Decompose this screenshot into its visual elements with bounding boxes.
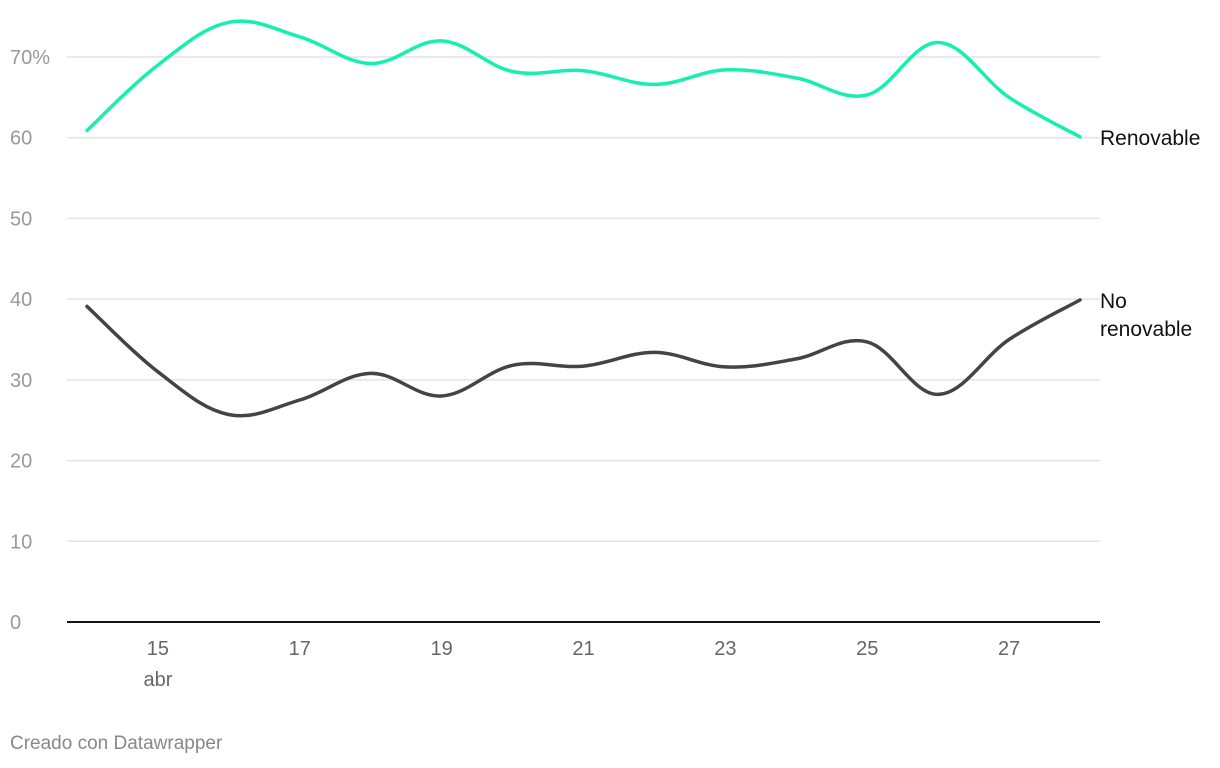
- x-axis-ticks: 15 abr 17 19 21 23 25 27: [143, 638, 1020, 691]
- series-labels: Renovable No renovable: [1100, 127, 1200, 341]
- x-tick-label: 15: [147, 638, 169, 660]
- x-tick-label: 27: [998, 638, 1020, 660]
- series-lines: [85, 19, 1082, 418]
- y-tick-label: 10: [10, 531, 32, 553]
- y-tick-label: 40: [10, 289, 32, 311]
- x-tick-label: 17: [289, 638, 311, 660]
- credit-text: Creado con Datawrapper: [10, 733, 223, 754]
- y-tick-label: 60: [10, 128, 32, 150]
- y-tick-label: 30: [10, 370, 32, 392]
- series-line-0: [85, 19, 1082, 139]
- gridlines: [67, 56, 1100, 623]
- x-tick-label: 19: [431, 638, 453, 660]
- y-tick-label: 0: [10, 612, 21, 634]
- y-axis-ticks: 0 10 20 30 40 50 60 70%: [10, 47, 50, 634]
- series-label: renovable: [1100, 318, 1192, 341]
- y-tick-label: 50: [10, 208, 32, 230]
- series-label: No: [1100, 290, 1127, 313]
- y-tick-label: 70%: [10, 47, 50, 69]
- y-tick-label: 20: [10, 451, 32, 473]
- x-tick-label: 21: [572, 638, 594, 660]
- x-tick-sublabel: abr: [143, 669, 172, 691]
- x-tick-label: 23: [714, 638, 736, 660]
- x-tick-label: 25: [856, 638, 878, 660]
- series-label: Renovable: [1100, 127, 1200, 150]
- series-line-1: [85, 298, 1082, 418]
